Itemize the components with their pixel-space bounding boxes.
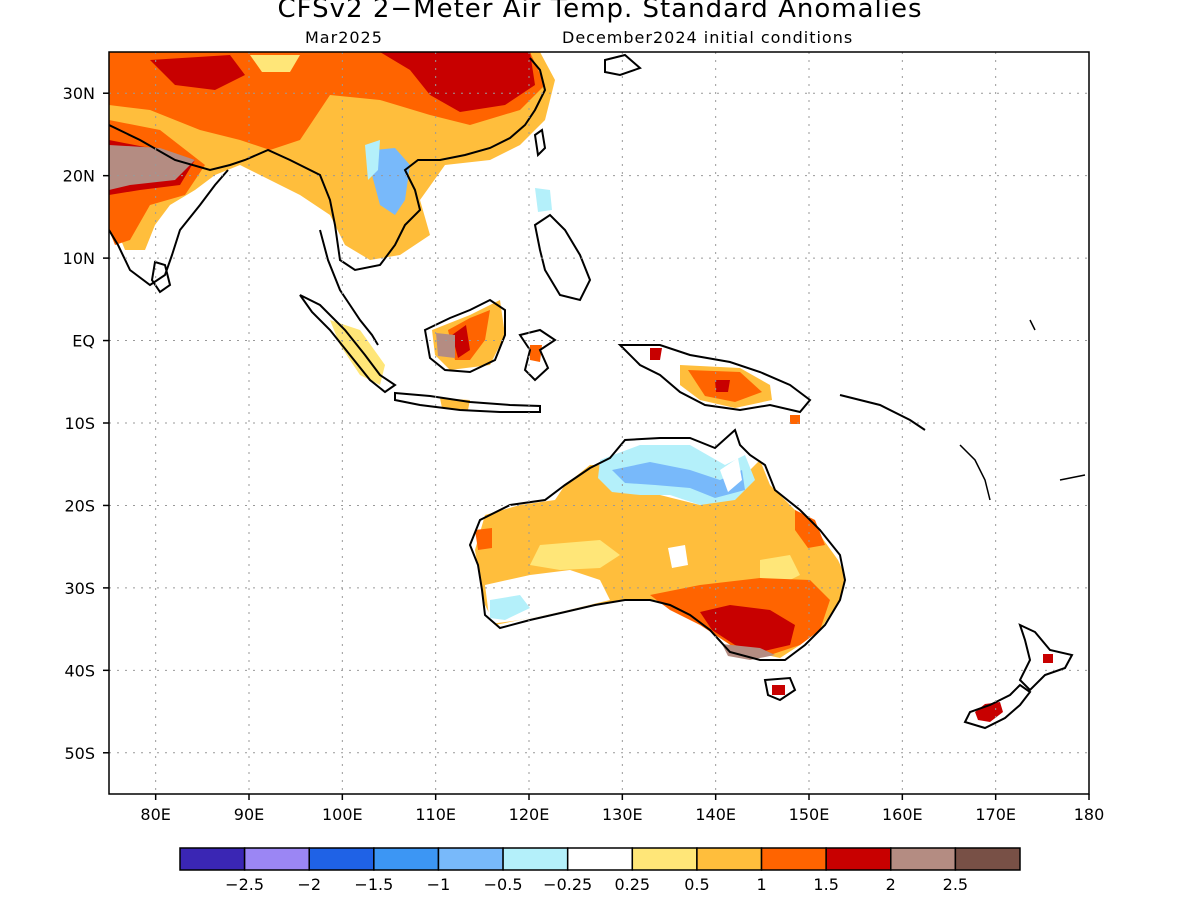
sri-lanka bbox=[150, 260, 172, 294]
malay-peninsula bbox=[319, 229, 379, 346]
sumatra bbox=[299, 294, 397, 394]
taiwan bbox=[533, 128, 547, 158]
anomaly-shading bbox=[109, 52, 1053, 722]
colorbar-swatch bbox=[502, 847, 569, 871]
colorbar-label: 1.5 bbox=[813, 875, 838, 894]
lat-tick-label: EQ bbox=[72, 332, 95, 351]
colorbar-swatch bbox=[825, 847, 892, 871]
sulawesi-anomaly bbox=[530, 345, 542, 362]
lon-axis-labels: 80E 90E 100E 110E 120E 130E 140E 150E 160E 170E 18… bbox=[140, 794, 1104, 824]
japan-south bbox=[604, 53, 642, 77]
lon-tick-label: 150E bbox=[789, 805, 830, 824]
australia-east-coast-strong bbox=[795, 510, 825, 548]
tasmania-anomaly bbox=[772, 685, 785, 695]
colorbar-label: −0.25 bbox=[543, 875, 592, 894]
colorbar-swatch bbox=[243, 847, 310, 871]
lat-tick-label: 20S bbox=[64, 496, 95, 515]
tibet-anomaly-max bbox=[150, 55, 245, 90]
australia-southeast-extreme bbox=[722, 644, 775, 660]
lat-tick-label: 20N bbox=[63, 167, 95, 186]
australia-gulf-white bbox=[720, 458, 742, 492]
java bbox=[394, 391, 541, 413]
lon-tick-label: 130E bbox=[602, 805, 643, 824]
lat-tick-label: 50S bbox=[64, 744, 95, 763]
tasmania bbox=[763, 676, 797, 702]
colorbar-label: 2.5 bbox=[943, 875, 968, 894]
lat-tick-label: 30N bbox=[63, 84, 95, 103]
colorbar-swatch bbox=[954, 847, 1021, 871]
india-coastline bbox=[109, 169, 229, 287]
lon-tick-label: 160E bbox=[882, 805, 923, 824]
colorbar-swatch bbox=[437, 847, 504, 871]
australia-central-weak bbox=[530, 540, 620, 570]
coastlines bbox=[109, 53, 1086, 730]
indochina-weak-cool bbox=[365, 140, 380, 180]
solomon-anomaly bbox=[790, 415, 800, 424]
new-guinea bbox=[617, 344, 812, 414]
lon-tick-label: 170E bbox=[975, 805, 1016, 824]
new-guinea-anomaly-max bbox=[715, 380, 730, 392]
init-conditions-label: December2024 initial conditions bbox=[562, 28, 854, 47]
colorbar-label: −0.5 bbox=[484, 875, 523, 894]
solomon-islands bbox=[839, 394, 926, 431]
nz-north-anomaly bbox=[1043, 654, 1053, 663]
lat-tick-label: 30S bbox=[64, 579, 95, 598]
lon-tick-label: 140E bbox=[695, 805, 736, 824]
borneo bbox=[423, 298, 506, 374]
colorbar-swatch bbox=[566, 847, 634, 871]
colorbar-label: 2 bbox=[886, 875, 896, 894]
philippines-weak-cool bbox=[535, 188, 552, 212]
tibet-cool-patch bbox=[250, 55, 300, 72]
colorbar-swatch bbox=[890, 847, 957, 871]
australia-east-weak bbox=[760, 555, 800, 585]
colorbar-label: 0.25 bbox=[614, 875, 650, 894]
india-anomaly-extreme bbox=[109, 145, 195, 190]
colorbar-label: −1.5 bbox=[354, 875, 393, 894]
colorbar-swatch bbox=[179, 847, 246, 871]
colorbar-label: −2.5 bbox=[225, 875, 264, 894]
australia-southeast-max bbox=[700, 605, 795, 652]
lon-tick-label: 100E bbox=[322, 805, 363, 824]
colorbar-swatch bbox=[760, 847, 827, 871]
indochina-cool-anomaly bbox=[372, 148, 410, 215]
colorbar-label: −1 bbox=[427, 875, 451, 894]
australia-southwest-cool bbox=[490, 595, 530, 620]
lat-tick-label: 40S bbox=[64, 661, 95, 680]
new-guinea-west-max bbox=[650, 348, 662, 360]
colorbar-swatch bbox=[308, 847, 375, 871]
pacific-islands bbox=[959, 319, 1086, 501]
philippines bbox=[533, 213, 592, 302]
chart-title: CFSv2 2−Meter Air Temp. Standard Anomali… bbox=[277, 0, 923, 24]
colorbar-label: −2 bbox=[297, 875, 321, 894]
borneo-anomaly-extreme bbox=[436, 333, 455, 358]
nz-south-island bbox=[963, 683, 1032, 730]
lon-tick-label: 90E bbox=[234, 805, 264, 824]
borneo-anomaly-max bbox=[452, 325, 470, 358]
valid-month-label: Mar2025 bbox=[305, 28, 383, 47]
lon-tick-label: 110E bbox=[415, 805, 456, 824]
colorbar-swatch bbox=[696, 847, 763, 871]
colorbar-swatch bbox=[631, 847, 698, 871]
lon-tick-label: 80E bbox=[140, 805, 170, 824]
lon-tick-label: 120E bbox=[509, 805, 550, 824]
nz-north-island bbox=[1018, 623, 1074, 692]
sumatra-weak-anomaly bbox=[330, 320, 385, 385]
asia-coastline bbox=[109, 57, 547, 272]
australia-north-cooler bbox=[612, 462, 745, 498]
colorbar-swatch bbox=[373, 847, 440, 871]
grid-lines bbox=[109, 52, 1089, 794]
colorbar-label: 0.5 bbox=[684, 875, 709, 894]
australia-west-strong bbox=[475, 528, 492, 550]
lat-tick-label: 10S bbox=[64, 414, 95, 433]
australia-coastline bbox=[468, 428, 847, 661]
lat-tick-label: 10N bbox=[63, 249, 95, 268]
australia-central-white bbox=[668, 545, 688, 568]
china-anomaly-max bbox=[380, 52, 535, 112]
sulawesi bbox=[518, 328, 557, 382]
lat-axis-labels: 30N 20N 10N EQ 10S 20S 30S 40S 50S bbox=[63, 84, 109, 763]
lon-tick-label: 180 bbox=[1074, 805, 1105, 824]
colorbar-label: 1 bbox=[756, 875, 766, 894]
colorbar: −2.5 −2 −1.5 −1 −0.5 −0.25 0.25 0.5 1 1.5 2 2.5 bbox=[179, 847, 1021, 894]
